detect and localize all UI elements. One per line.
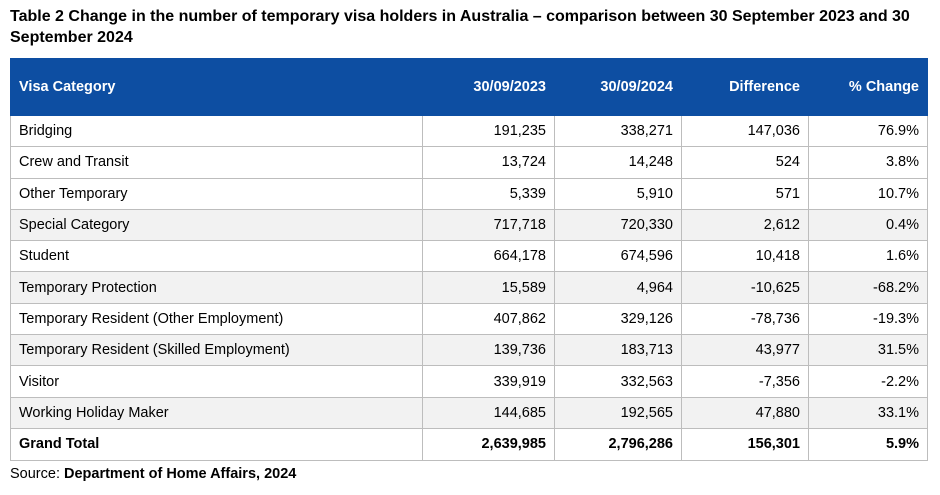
cell-2023: 407,862 bbox=[422, 302, 555, 336]
cell-2024: 329,126 bbox=[554, 302, 682, 336]
cell-category: Temporary Resident (Skilled Employment) bbox=[10, 334, 423, 367]
source-note: Source: Department of Home Affairs, 2024 bbox=[10, 466, 296, 482]
cell-percent-change: -68.2% bbox=[808, 271, 928, 304]
cell-difference: -7,356 bbox=[681, 365, 809, 398]
cell-category: Visitor bbox=[10, 365, 423, 398]
table-row: Visitor 339,919 332,563 -7,356 -2.2% bbox=[10, 365, 928, 398]
cell-category: Working Holiday Maker bbox=[10, 396, 423, 429]
table-row: Bridging 191,235 338,271 147,036 76.9% bbox=[10, 114, 928, 148]
header-percent-change: % Change bbox=[808, 58, 928, 116]
source-text: Department of Home Affairs, 2024 bbox=[64, 466, 297, 482]
cell-2023: 717,718 bbox=[422, 208, 555, 242]
cell-2023: 5,339 bbox=[422, 177, 555, 210]
header-visa-category: Visa Category bbox=[10, 58, 423, 116]
cell-difference: -10,625 bbox=[681, 271, 809, 304]
cell-2023: 139,736 bbox=[422, 334, 555, 367]
cell-percent-change: 0.4% bbox=[808, 208, 928, 242]
header-difference: Difference bbox=[681, 58, 809, 116]
cell-2023: 339,919 bbox=[422, 365, 555, 398]
cell-percent-change: -2.2% bbox=[808, 365, 928, 398]
source-prefix: Source: bbox=[10, 466, 64, 482]
header-2023: 30/09/2023 bbox=[422, 58, 555, 116]
cell-2023: 664,178 bbox=[422, 240, 555, 273]
header-2024: 30/09/2024 bbox=[554, 58, 682, 116]
cell-percent-change: 76.9% bbox=[808, 114, 928, 148]
cell-2023: 13,724 bbox=[422, 146, 555, 179]
cell-percent-change: 1.6% bbox=[808, 240, 928, 273]
cell-2024: 2,796,286 bbox=[554, 427, 682, 461]
cell-difference: 10,418 bbox=[681, 240, 809, 273]
cell-difference: 43,977 bbox=[681, 334, 809, 367]
cell-2024: 338,271 bbox=[554, 114, 682, 148]
table-row: Working Holiday Maker 144,685 192,565 47… bbox=[10, 396, 928, 429]
cell-percent-change: -19.3% bbox=[808, 302, 928, 336]
cell-2024: 4,964 bbox=[554, 271, 682, 304]
cell-2023: 191,235 bbox=[422, 114, 555, 148]
cell-category: Temporary Resident (Other Employment) bbox=[10, 302, 423, 336]
cell-percent-change: 3.8% bbox=[808, 146, 928, 179]
cell-category: Temporary Protection bbox=[10, 271, 423, 304]
cell-percent-change: 10.7% bbox=[808, 177, 928, 210]
cell-2024: 5,910 bbox=[554, 177, 682, 210]
cell-2023: 15,589 bbox=[422, 271, 555, 304]
cell-2024: 183,713 bbox=[554, 334, 682, 367]
cell-2023: 2,639,985 bbox=[422, 427, 555, 461]
cell-category: Other Temporary bbox=[10, 177, 423, 210]
cell-percent-change: 33.1% bbox=[808, 396, 928, 429]
cell-category: Bridging bbox=[10, 114, 423, 148]
cell-2024: 192,565 bbox=[554, 396, 682, 429]
cell-category: Grand Total bbox=[10, 427, 423, 461]
cell-difference: 47,880 bbox=[681, 396, 809, 429]
table-title: Table 2 Change in the number of temporar… bbox=[10, 8, 910, 46]
cell-2024: 674,596 bbox=[554, 240, 682, 273]
visa-holders-table: Visa Category 30/09/2023 30/09/2024 Diff… bbox=[10, 58, 928, 461]
cell-2024: 720,330 bbox=[554, 208, 682, 242]
grand-total-row: Grand Total 2,639,985 2,796,286 156,301 … bbox=[10, 427, 928, 461]
table-row: Temporary Protection 15,589 4,964 -10,62… bbox=[10, 271, 928, 304]
cell-difference: 147,036 bbox=[681, 114, 809, 148]
cell-difference: 524 bbox=[681, 146, 809, 179]
cell-percent-change: 31.5% bbox=[808, 334, 928, 367]
cell-2024: 332,563 bbox=[554, 365, 682, 398]
cell-percent-change: 5.9% bbox=[808, 427, 928, 461]
cell-category: Crew and Transit bbox=[10, 146, 423, 179]
cell-2023: 144,685 bbox=[422, 396, 555, 429]
table-row: Special Category 717,718 720,330 2,612 0… bbox=[10, 208, 928, 242]
cell-category: Special Category bbox=[10, 208, 423, 242]
table-row: Temporary Resident (Other Employment) 40… bbox=[10, 302, 928, 336]
table-header-row: Visa Category 30/09/2023 30/09/2024 Diff… bbox=[10, 58, 928, 116]
cell-2024: 14,248 bbox=[554, 146, 682, 179]
cell-difference: 571 bbox=[681, 177, 809, 210]
cell-difference: -78,736 bbox=[681, 302, 809, 336]
table-row: Other Temporary 5,339 5,910 571 10.7% bbox=[10, 177, 928, 210]
table-row: Student 664,178 674,596 10,418 1.6% bbox=[10, 240, 928, 273]
table-row: Crew and Transit 13,724 14,248 524 3.8% bbox=[10, 146, 928, 179]
cell-difference: 156,301 bbox=[681, 427, 809, 461]
table-row: Temporary Resident (Skilled Employment) … bbox=[10, 334, 928, 367]
cell-category: Student bbox=[10, 240, 423, 273]
cell-difference: 2,612 bbox=[681, 208, 809, 242]
